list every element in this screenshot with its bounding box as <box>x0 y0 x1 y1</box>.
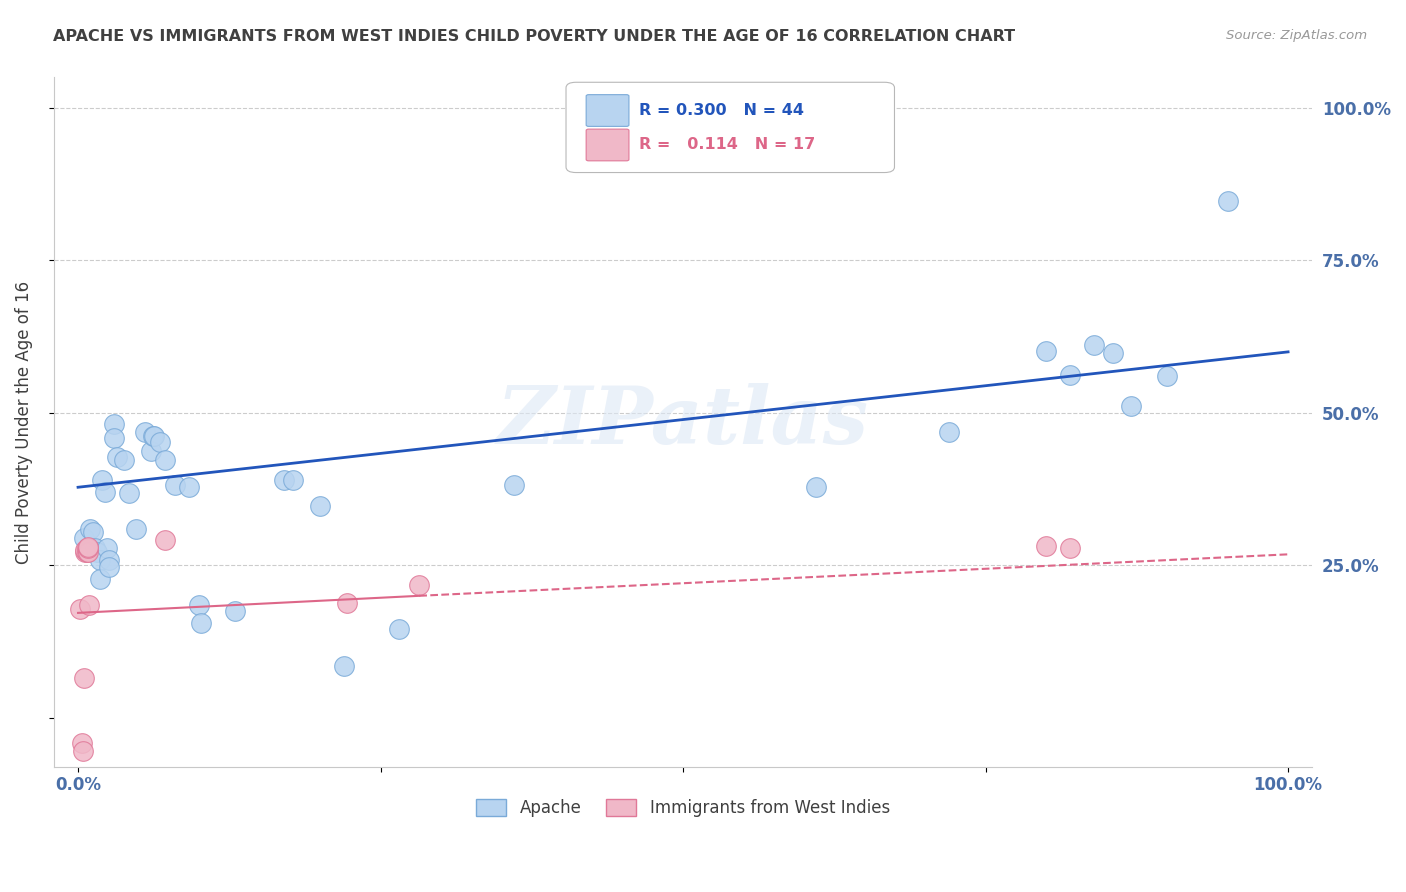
Point <box>336 596 359 610</box>
Point <box>79 522 101 536</box>
Point <box>96 541 118 556</box>
Point <box>283 473 305 487</box>
Point <box>72 744 94 758</box>
Point <box>112 453 135 467</box>
Point <box>75 543 97 558</box>
Point <box>142 429 165 443</box>
Point <box>153 453 176 467</box>
Point <box>1083 337 1105 351</box>
Point <box>938 425 960 440</box>
Text: R = 0.300   N = 44: R = 0.300 N = 44 <box>638 103 804 118</box>
Point <box>388 623 411 637</box>
Point <box>76 541 98 556</box>
Point <box>75 545 97 559</box>
Point <box>82 524 104 539</box>
Point <box>143 429 166 443</box>
Point <box>77 598 100 612</box>
Point <box>76 541 98 556</box>
Point <box>91 473 114 487</box>
Point <box>224 604 246 618</box>
Point <box>1059 541 1081 556</box>
Point <box>1101 346 1123 360</box>
Point <box>103 417 125 431</box>
FancyBboxPatch shape <box>586 129 628 161</box>
Point <box>1035 343 1057 358</box>
Point <box>98 553 121 567</box>
Point <box>76 545 98 559</box>
Point <box>98 559 121 574</box>
Point <box>105 450 128 464</box>
Point <box>69 602 91 616</box>
Point <box>333 659 356 673</box>
Point <box>179 480 201 494</box>
Point <box>149 435 172 450</box>
Point <box>73 671 96 685</box>
FancyBboxPatch shape <box>586 95 628 127</box>
Point <box>163 478 186 492</box>
Text: ZIPatlas: ZIPatlas <box>496 384 869 461</box>
Point <box>118 486 141 500</box>
Point <box>190 616 212 631</box>
Point <box>84 541 107 556</box>
Point <box>1059 368 1081 382</box>
Point <box>804 480 827 494</box>
Point <box>188 598 211 612</box>
Point <box>1035 539 1057 553</box>
Point <box>93 485 115 500</box>
Point <box>273 473 295 487</box>
Point <box>502 478 524 492</box>
Point <box>125 522 148 536</box>
Point <box>76 540 98 554</box>
Text: Source: ZipAtlas.com: Source: ZipAtlas.com <box>1226 29 1367 42</box>
Text: R =   0.114   N = 17: R = 0.114 N = 17 <box>638 137 815 153</box>
Point <box>153 533 176 547</box>
Point <box>408 578 430 592</box>
Point <box>89 553 111 567</box>
Point <box>76 545 98 559</box>
Point <box>1156 369 1178 384</box>
Point <box>89 572 111 586</box>
FancyBboxPatch shape <box>567 82 894 172</box>
Point <box>70 736 93 750</box>
Point <box>1216 194 1239 208</box>
Point <box>86 545 108 559</box>
Point <box>139 443 162 458</box>
Text: APACHE VS IMMIGRANTS FROM WEST INDIES CHILD POVERTY UNDER THE AGE OF 16 CORRELAT: APACHE VS IMMIGRANTS FROM WEST INDIES CH… <box>53 29 1015 44</box>
Legend: Apache, Immigrants from West Indies: Apache, Immigrants from West Indies <box>470 792 897 823</box>
Point <box>309 499 332 513</box>
Point <box>103 432 125 446</box>
Point <box>134 425 156 440</box>
Point <box>1119 399 1142 413</box>
Point <box>73 531 96 545</box>
Y-axis label: Child Poverty Under the Age of 16: Child Poverty Under the Age of 16 <box>15 280 32 564</box>
